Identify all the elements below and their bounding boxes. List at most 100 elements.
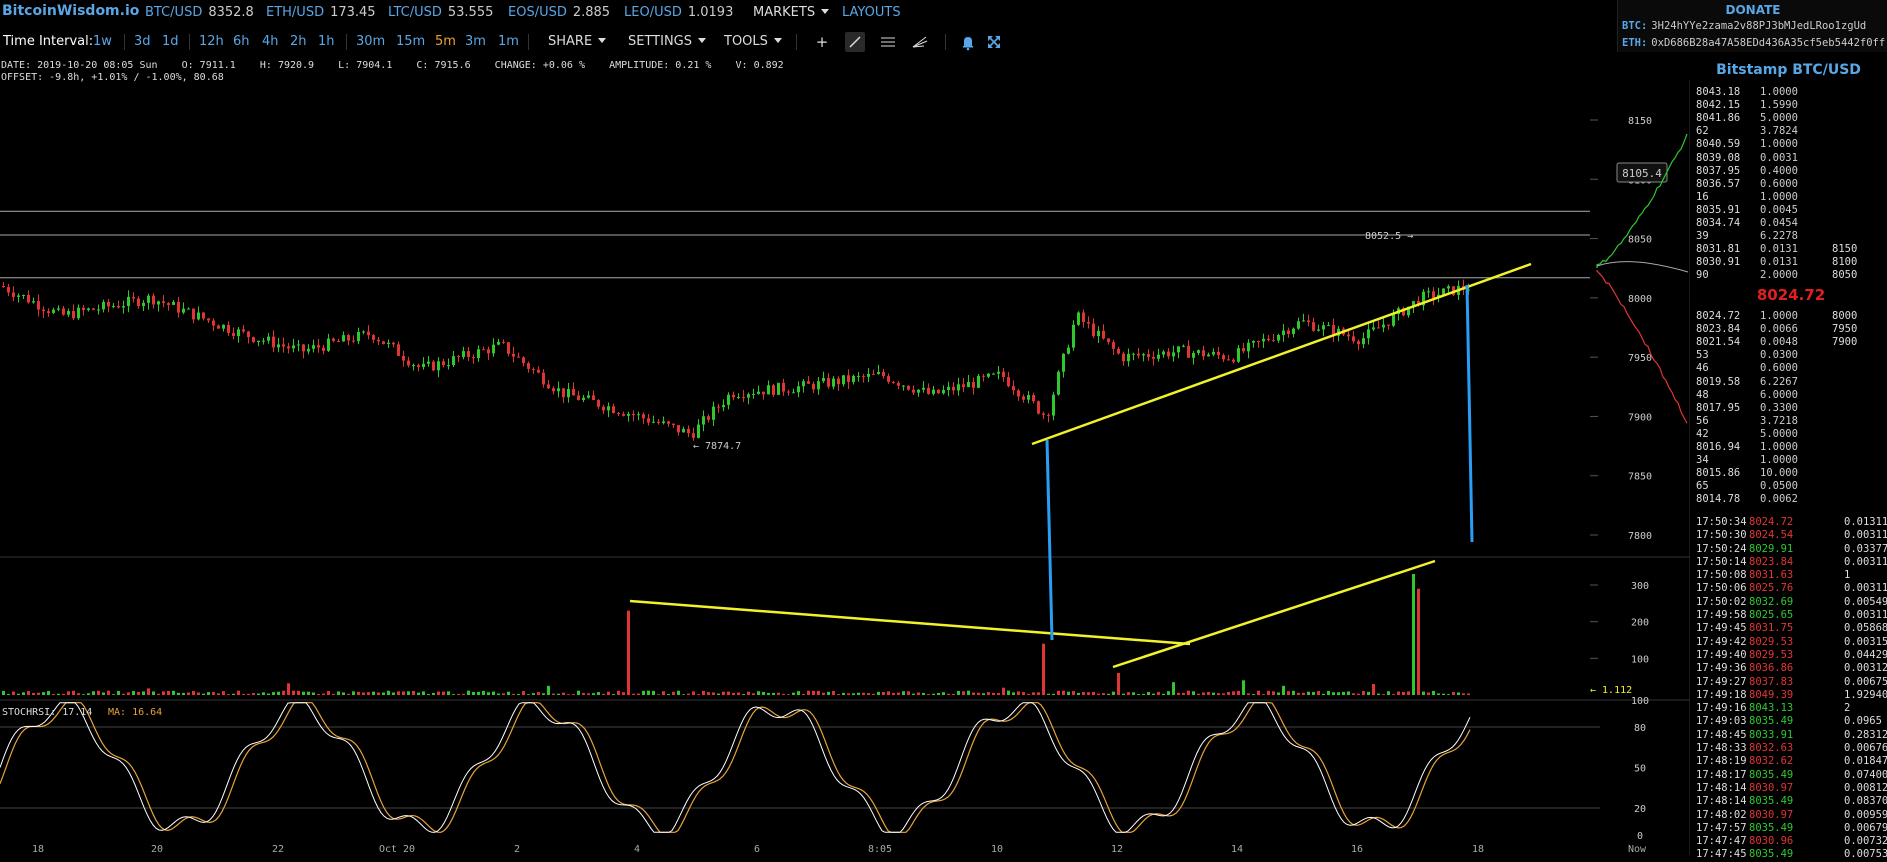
volume-bar [782,693,785,695]
bell-glyph [963,37,973,51]
settings-menu[interactable]: SETTINGS [628,34,707,49]
donate-btc-address[interactable]: 3H24hYYe2zama2v88PJ3bMJedLRoo1zgUd [1651,20,1867,32]
candle-body [922,387,925,390]
volume-bar [1427,692,1430,695]
orderbook-ask-row: 39 6.2278 [1696,230,1886,243]
volume-bar [412,691,415,695]
candle-body [1302,320,1305,322]
tools-menu[interactable]: TOOLS [724,34,782,49]
interval-4h[interactable]: 4h [262,34,279,49]
trade-row: 17:49:16 8043.13 2 [1696,702,1886,715]
price: 8031.81 [1696,243,1741,256]
trade-row: 17:50:08 8031.63 1 [1696,569,1886,582]
candle-body [882,371,885,377]
orderbook-ask-row: 8039.08 0.0031 [1696,152,1886,165]
interval-2h[interactable]: 2h [290,34,307,49]
interval-3m[interactable]: 3m [465,34,486,49]
fibonacci-icon[interactable] [878,32,898,52]
interval-1w[interactable]: 1w [93,34,112,49]
volume-bar [747,691,750,695]
volume-bar [222,691,225,695]
candle-body [1167,351,1170,357]
amount: 3.7218 [1760,414,1798,427]
volume-bar [1247,693,1250,695]
candle-body [687,428,690,434]
candle-body [1307,320,1310,323]
donate-title[interactable]: DONATE [1725,3,1781,17]
trade-amount: 0.28312 [1844,728,1887,741]
candle-body [567,388,570,398]
price: 8016.94 [1696,441,1741,453]
candle-body [842,375,845,385]
bell-icon[interactable] [958,32,978,52]
price-chart[interactable]: 8150810080508000795079007850780030020010… [0,80,1690,855]
candle-body [272,336,275,348]
volume-bar [187,692,190,695]
orderbook-title[interactable]: Bitstamp BTC/USD [1716,62,1861,78]
candle-body [417,365,420,367]
trade-price: 8024.72 [1749,516,1794,528]
amount: 0.0300 [1760,349,1798,362]
ticker-price: 2.885 [572,5,611,20]
ticker-btc[interactable]: BTC/USD 8352.8 [145,5,254,20]
ticker-ltc[interactable]: LTC/USD 53.555 [388,5,493,20]
orderbook-bid-row: 8017.95 0.3300 [1696,402,1886,415]
settings-label: SETTINGS [628,34,693,49]
amount: 0.0045 [1760,203,1798,216]
crosshair-icon[interactable]: + [815,33,829,51]
trade-time: 17:47:45 [1696,848,1747,861]
candle-body [1052,394,1055,416]
candle-body [1412,301,1415,307]
trade-row: 17:48:17 8035.49 0.07400 [1696,769,1887,782]
trade-amount: 0.03377 [1844,542,1887,555]
volume-bar [972,692,975,695]
stochrsi-axis-label: 80 [1634,723,1646,734]
candle-body [497,341,500,345]
interval-6h[interactable]: 6h [233,34,250,49]
volume-bar [1097,693,1100,695]
candle-body [1022,396,1025,400]
interval-1h[interactable]: 1h [318,34,335,49]
candle-body [1142,354,1145,356]
site-logo[interactable]: BitcoinWisdom.io [2,3,140,19]
interval-15m[interactable]: 15m [396,34,426,49]
volume-bar [342,692,345,695]
volume-bar [952,693,955,695]
volume-bar [442,691,445,695]
interval-3d[interactable]: 3d [134,34,151,49]
volume-bar [1047,693,1050,695]
stochrsi-axis-label: 20 [1634,804,1646,815]
volume-bar [292,690,295,695]
ticker-symbol: BTC/USD [145,5,203,20]
ticker-eos[interactable]: EOS/USD 2.885 [508,5,610,20]
candle-body [647,418,650,423]
candle-body [782,382,785,392]
candle-body [1102,330,1105,339]
trendline-tool-icon[interactable] [845,32,865,52]
donate-eth: ETH: 0xD686B28a47A58EDd436A35cf5eb5442f0f… [1622,37,1886,49]
share-menu[interactable]: SHARE [548,34,607,49]
interval-12h[interactable]: 12h [199,34,224,49]
trade-row: 17:49:40 8029.53 0.04429 [1696,649,1887,662]
layouts-link[interactable]: LAYOUTS [842,5,901,20]
stochrsi-line [0,702,1471,833]
interval-1d[interactable]: 1d [162,34,179,49]
donate-eth-address[interactable]: 0xD686B28a47A58EDd436A35cf5eb5442f0ff62 [1651,37,1886,49]
pitchfork-icon[interactable] [910,32,930,52]
markets-menu[interactable]: MARKETS [753,5,830,20]
price: 65 [1696,480,1709,493]
ticker-eth[interactable]: ETH/USD 173.45 [266,5,376,20]
volume-bar [737,692,740,695]
interval-30m[interactable]: 30m [356,34,386,49]
ticker-leo[interactable]: LEO/USD 1.0193 [624,5,733,20]
candle-body [897,382,900,386]
candle-body [932,389,935,394]
interval-1m[interactable]: 1m [498,34,519,49]
candle-body [877,371,880,374]
price-axis-label: 7800 [1628,531,1652,542]
fullscreen-icon[interactable] [984,32,1004,52]
trade-price: 8033.91 [1749,728,1794,741]
interval-5m[interactable]: 5m [435,34,456,49]
trade-time: 17:49:36 [1696,662,1747,675]
orderbook-bid-row: 8016.94 1.0000 [1696,441,1886,454]
